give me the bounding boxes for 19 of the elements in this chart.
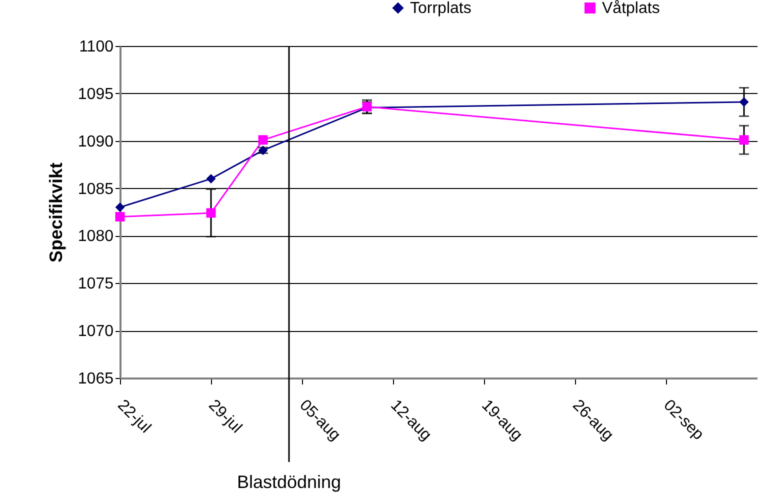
- y-tick-label: 1085: [78, 180, 114, 198]
- y-axis-title: Specifikvikt: [46, 162, 66, 263]
- point: [258, 135, 268, 145]
- point: [739, 97, 749, 107]
- y-tick-label: 1095: [78, 86, 114, 103]
- ref-line-label: Blastdödning: [236, 472, 342, 492]
- point: [206, 174, 216, 184]
- point: [206, 208, 216, 218]
- y-tick-label: 1100: [79, 38, 114, 56]
- point: [115, 212, 125, 222]
- y-tick-label: 1065: [78, 370, 114, 388]
- legend-label: Våtplats: [602, 0, 660, 17]
- y-tick-label: 1090: [78, 133, 114, 150]
- y-tick-label: 1080: [78, 228, 114, 246]
- point: [739, 135, 749, 145]
- point: [115, 202, 125, 212]
- y-tick-label: 1070: [78, 323, 114, 340]
- legend-label: Torrplats: [410, 0, 472, 17]
- y-tick-label: 1075: [78, 276, 114, 293]
